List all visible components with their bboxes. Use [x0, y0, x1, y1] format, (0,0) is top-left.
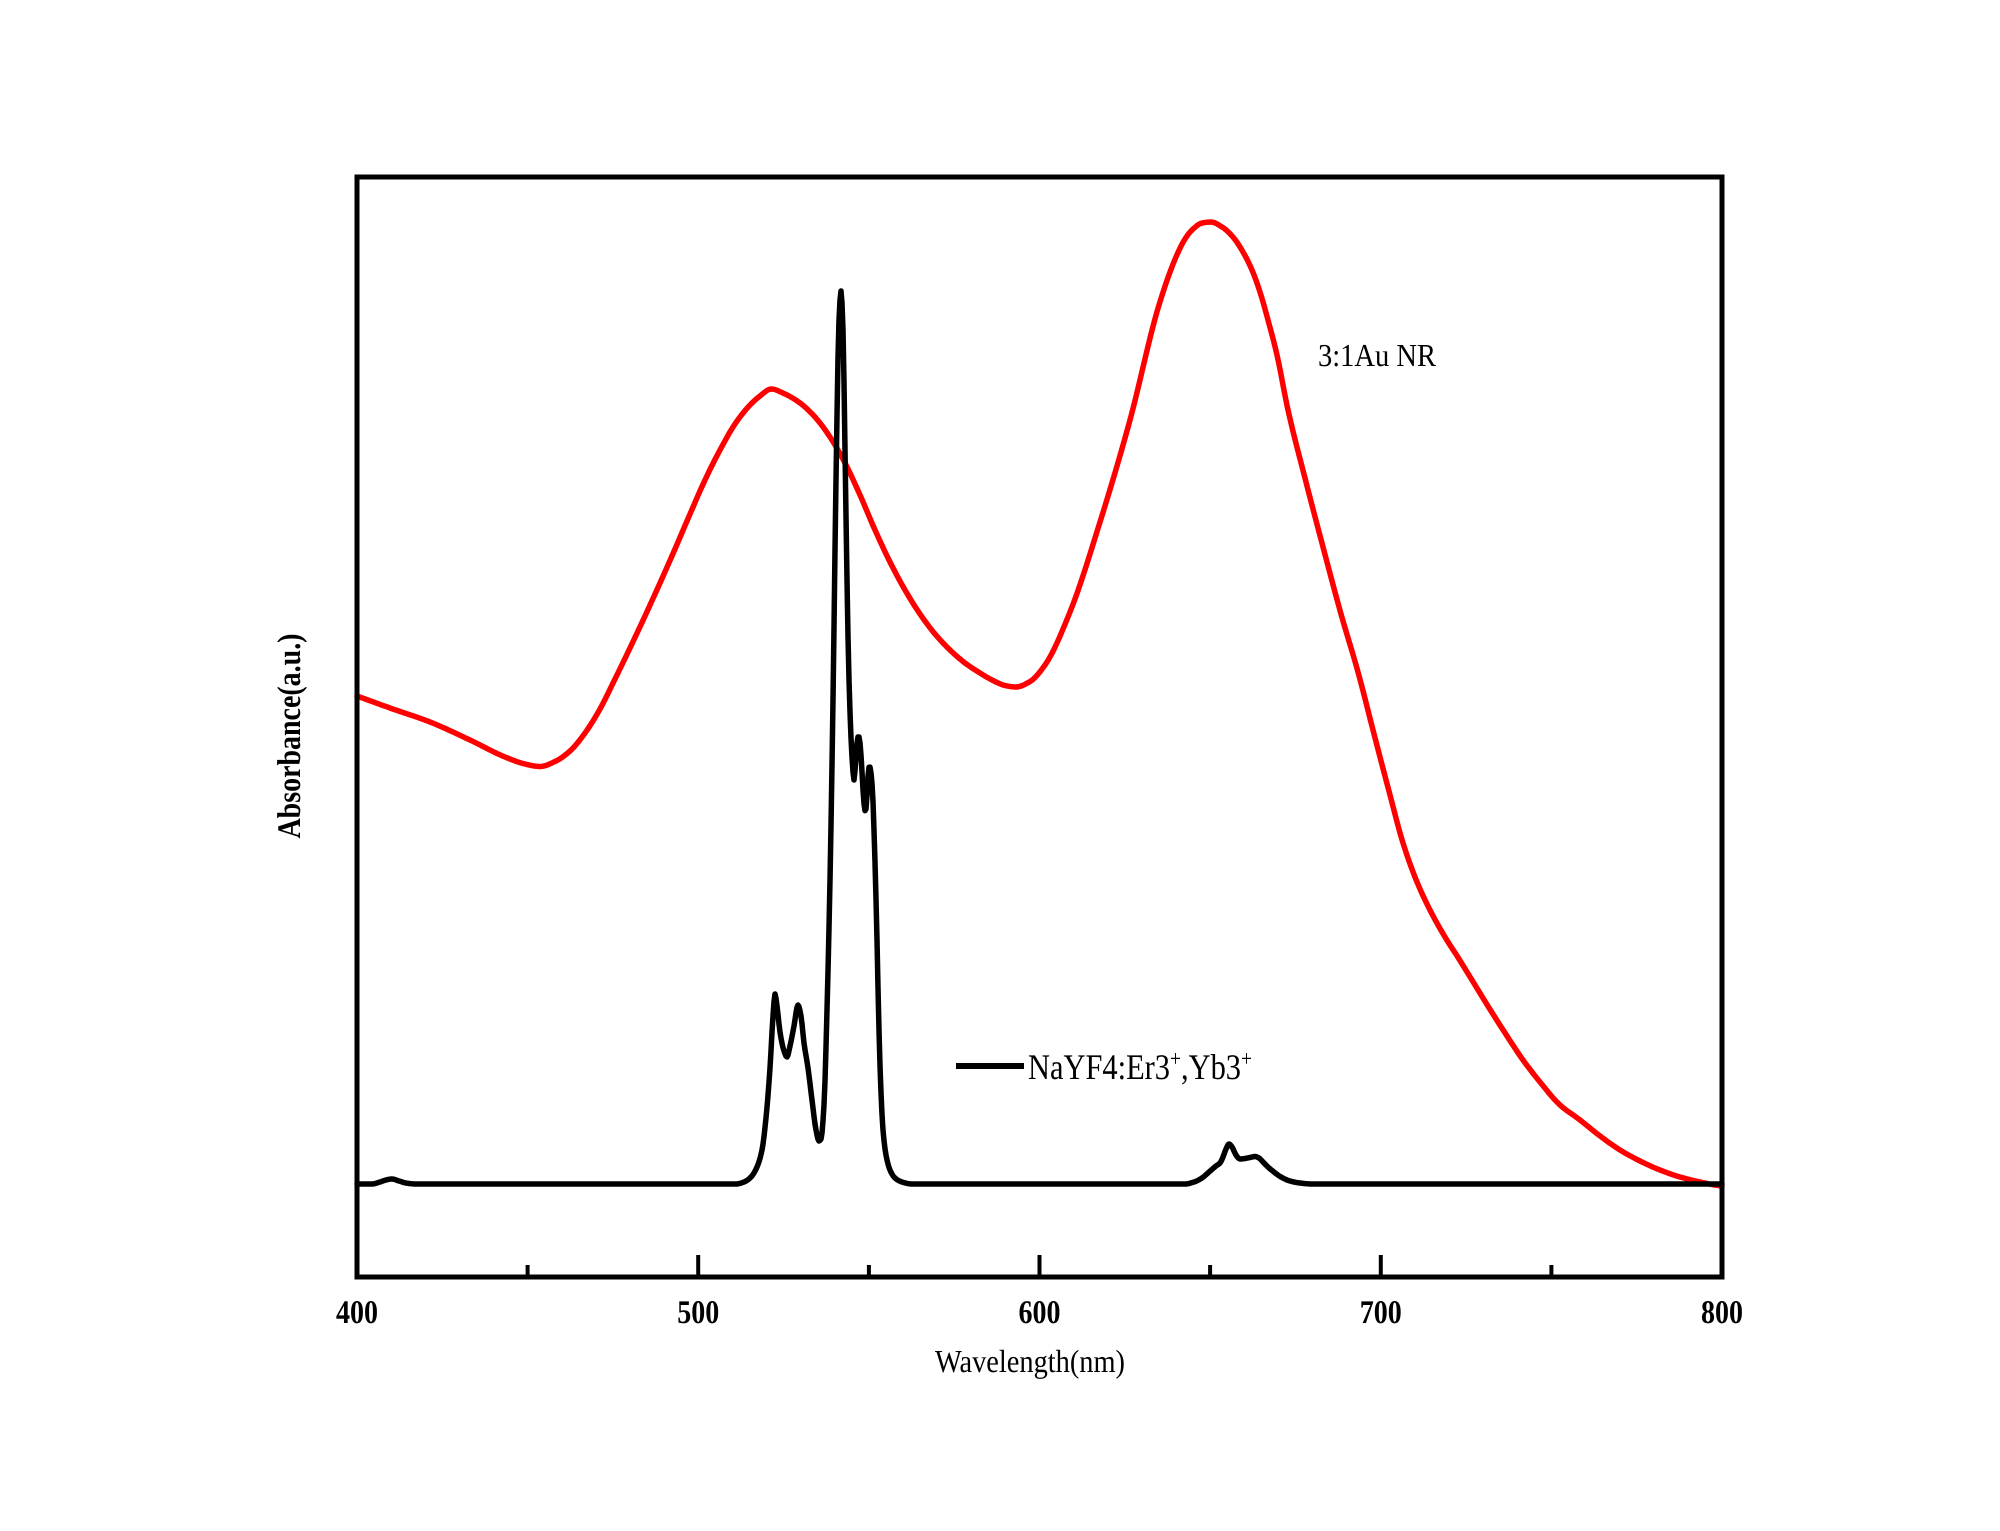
svg-text:3:1Au NR: 3:1Au NR: [1318, 337, 1437, 373]
svg-text:NaYF4:Er3+,Yb3+: NaYF4:Er3+,Yb3+: [1028, 1046, 1252, 1087]
svg-text:600: 600: [1019, 1295, 1061, 1331]
svg-text:Wavelength(nm): Wavelength(nm): [935, 1343, 1125, 1379]
svg-text:400: 400: [336, 1295, 378, 1331]
svg-text:800: 800: [1701, 1295, 1743, 1331]
svg-text:500: 500: [677, 1295, 719, 1331]
svg-text:Absorbance(a.u.): Absorbance(a.u.): [272, 634, 308, 839]
svg-text:700: 700: [1360, 1295, 1402, 1331]
